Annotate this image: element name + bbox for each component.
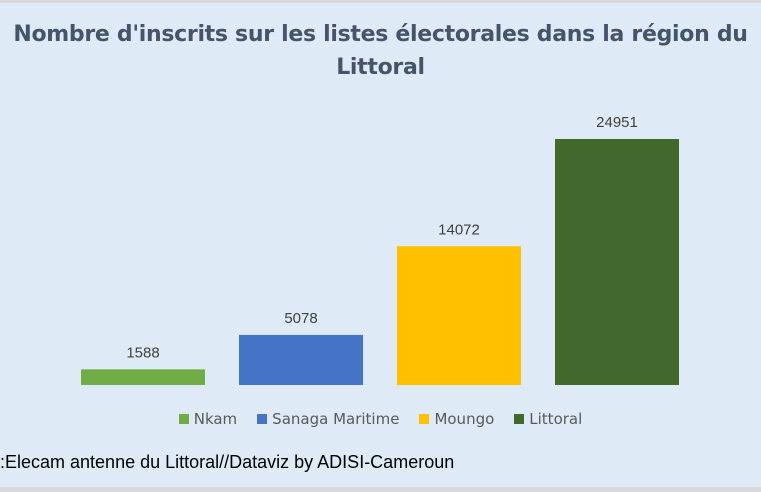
legend-item: Sanaga Maritime (257, 410, 399, 428)
legend-label: Littoral (529, 410, 583, 428)
bar-sanaga-maritime (239, 334, 363, 385)
legend-item: Littoral (514, 410, 582, 428)
data-label: 14072 (438, 221, 480, 238)
chart-title: Nombre d'inscrits sur les listes élector… (13, 22, 748, 80)
legend-swatch (419, 414, 430, 424)
legend-label: Sanaga Maritime (272, 410, 400, 428)
bar-moungo (397, 246, 521, 385)
bar-nkam (81, 369, 205, 385)
legend-swatch (257, 414, 268, 424)
legend-swatch (514, 414, 525, 424)
bar-littoral (555, 139, 679, 385)
legend-item: Moungo (419, 410, 494, 428)
data-label: 5078 (284, 310, 317, 327)
source-note: :Elecam antenne du Littoral//Dataviz by … (0, 452, 455, 472)
legend: Nkam Sanaga Maritime Moungo Littoral (0, 410, 761, 428)
legend-swatch (178, 414, 189, 424)
data-label: 24951 (596, 114, 638, 131)
legend-label: Moungo (434, 410, 495, 428)
data-label: 1588 (126, 344, 159, 361)
legend-label: Nkam (193, 410, 238, 428)
legend-item: Nkam (178, 410, 238, 428)
